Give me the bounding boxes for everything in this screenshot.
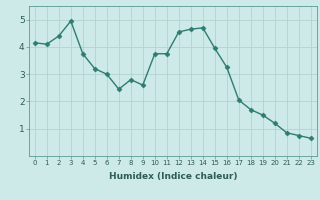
X-axis label: Humidex (Indice chaleur): Humidex (Indice chaleur): [108, 172, 237, 181]
